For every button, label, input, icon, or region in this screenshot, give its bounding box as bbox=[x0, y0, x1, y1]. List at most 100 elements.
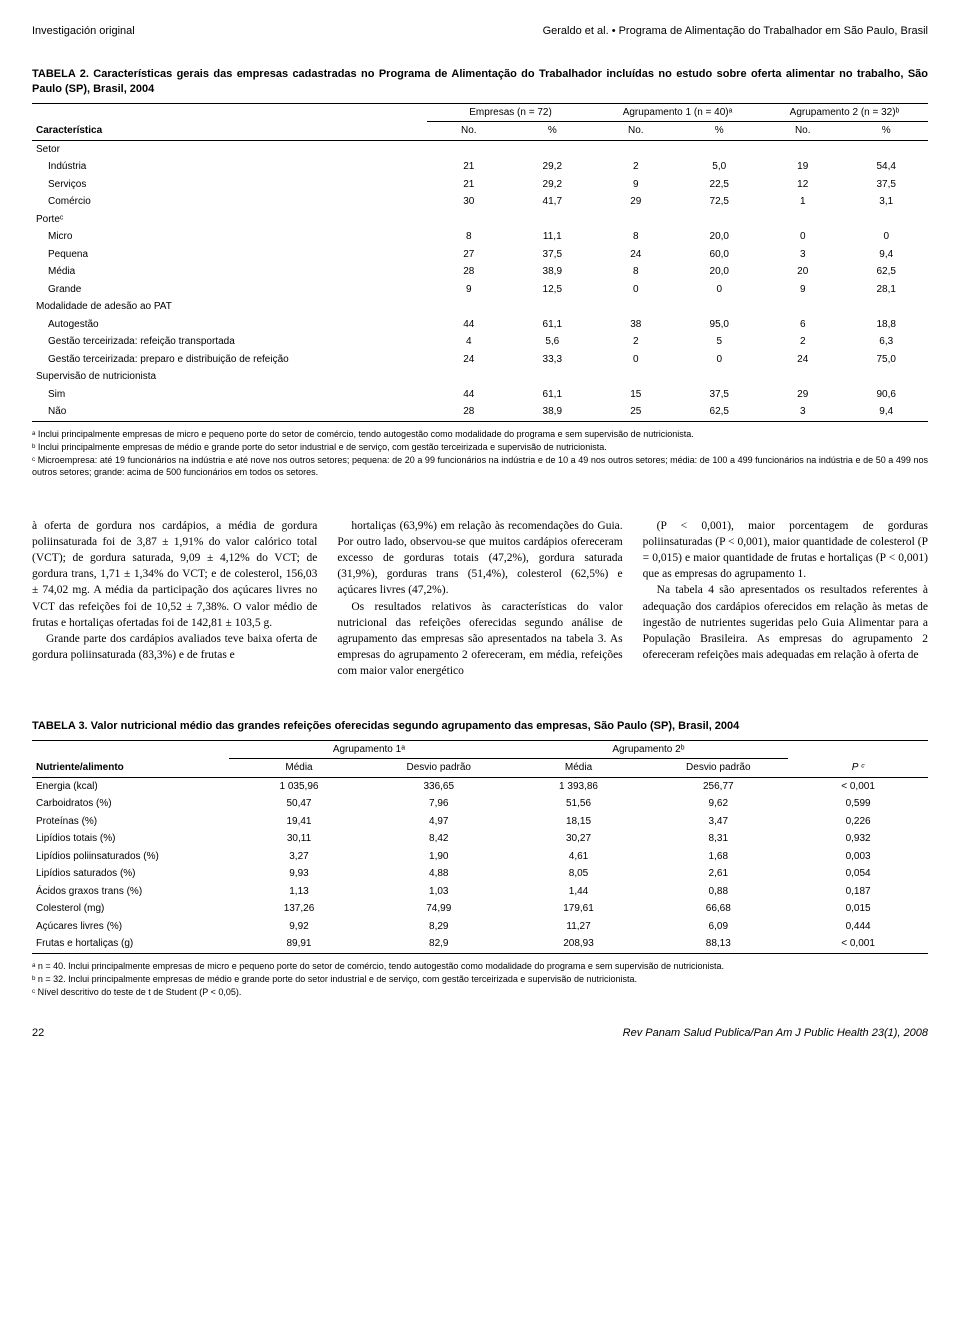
t2-sub-2: No. bbox=[594, 122, 677, 141]
t3-cell: 1 393,86 bbox=[509, 777, 649, 795]
t2-cell: 11,1 bbox=[511, 228, 594, 246]
t3-cell: 0,599 bbox=[788, 795, 928, 813]
t3-cell: 1,68 bbox=[648, 848, 788, 866]
t2-cell: 44 bbox=[427, 316, 510, 334]
t3-cell: 208,93 bbox=[509, 935, 649, 953]
t3-cell: 18,15 bbox=[509, 813, 649, 831]
t3-rowhead: Nutriente/alimento bbox=[32, 759, 229, 778]
t2-cell: 62,5 bbox=[678, 403, 761, 421]
t2-cell: 28 bbox=[427, 403, 510, 421]
t2-cell: 0 bbox=[678, 281, 761, 299]
t3-cell: 82,9 bbox=[369, 935, 509, 953]
t2-row-label: Grande bbox=[32, 281, 427, 299]
t2-row-label: Serviços bbox=[32, 176, 427, 194]
table-row: Colesterol (mg)137,2674,99179,6166,680,0… bbox=[32, 900, 928, 918]
t2-cell: 60,0 bbox=[678, 246, 761, 264]
t3-cell: 256,77 bbox=[648, 777, 788, 795]
t3-cell: 9,62 bbox=[648, 795, 788, 813]
t2-cell: 5,6 bbox=[511, 333, 594, 351]
t3-cell: 0,187 bbox=[788, 883, 928, 901]
t2-cell: 75,0 bbox=[844, 351, 928, 369]
body-p1: à oferta de gordura nos cardápios, a méd… bbox=[32, 518, 317, 631]
t3-cell: 3,47 bbox=[648, 813, 788, 831]
t3-cell: 0,88 bbox=[648, 883, 788, 901]
t2-row-label: Autogestão bbox=[32, 316, 427, 334]
t2-group-0: Empresas (n = 72) bbox=[427, 103, 594, 122]
t3-cell: 1,90 bbox=[369, 848, 509, 866]
t3-row-label: Lipídios totais (%) bbox=[32, 830, 229, 848]
t3-cell: 89,91 bbox=[229, 935, 369, 953]
t2-cell: 4 bbox=[427, 333, 510, 351]
t3-cell: 336,65 bbox=[369, 777, 509, 795]
t3-cell: 9,92 bbox=[229, 918, 369, 936]
page-footer: 22 Rev Panam Salud Publica/Pan Am J Publ… bbox=[32, 1026, 928, 1041]
t2-cell: 9 bbox=[594, 176, 677, 194]
table-row: Açúcares livres (%)9,928,2911,276,090,44… bbox=[32, 918, 928, 936]
t3-p-head: P ᶜ bbox=[788, 759, 928, 778]
t3-cell: 137,26 bbox=[229, 900, 369, 918]
t2-cell: 0 bbox=[844, 228, 928, 246]
t3-cell: 2,61 bbox=[648, 865, 788, 883]
t2-cell: 24 bbox=[594, 246, 677, 264]
body-p2: Grande parte dos cardápios avaliados tev… bbox=[32, 631, 317, 663]
t3-cell: 0,003 bbox=[788, 848, 928, 866]
table-row: Ácidos graxos trans (%)1,131,031,440,880… bbox=[32, 883, 928, 901]
t3-cell: 8,29 bbox=[369, 918, 509, 936]
t2-cell: 37,5 bbox=[678, 386, 761, 404]
t2-cell: 19 bbox=[761, 158, 844, 176]
t3-cell: 8,31 bbox=[648, 830, 788, 848]
t3-cell: 179,61 bbox=[509, 900, 649, 918]
t2-cell: 6,3 bbox=[844, 333, 928, 351]
t2-cell: 29,2 bbox=[511, 158, 594, 176]
t3-cell: 1,13 bbox=[229, 883, 369, 901]
body-p3: hortaliças (63,9%) em relação às recomen… bbox=[337, 518, 622, 598]
body-p4: Os resultados relativos às característic… bbox=[337, 599, 622, 679]
footer-journal: Rev Panam Salud Publica/Pan Am J Public … bbox=[623, 1026, 928, 1041]
t2-cell: 12,5 bbox=[511, 281, 594, 299]
t3-cell: 3,27 bbox=[229, 848, 369, 866]
table-row: Energia (kcal)1 035,96336,651 393,86256,… bbox=[32, 777, 928, 795]
table-row: Frutas e hortaliças (g)89,9182,9208,9388… bbox=[32, 935, 928, 953]
table-row: Lipídios saturados (%)9,934,888,052,610,… bbox=[32, 865, 928, 883]
body-p6: Na tabela 4 são apresentados os resultad… bbox=[643, 582, 928, 662]
t2-cell: 2 bbox=[594, 333, 677, 351]
t3-row-label: Lipídios poliinsaturados (%) bbox=[32, 848, 229, 866]
t2-row-label: Média bbox=[32, 263, 427, 281]
t2-cell: 24 bbox=[427, 351, 510, 369]
t2-cell: 22,5 bbox=[678, 176, 761, 194]
table-row: Serviços2129,2922,51237,5 bbox=[32, 176, 928, 194]
t2-cell: 5 bbox=[678, 333, 761, 351]
t2-cell: 38,9 bbox=[511, 263, 594, 281]
t2-cell: 29,2 bbox=[511, 176, 594, 194]
t2-cell: 3 bbox=[761, 246, 844, 264]
t3-sub-2: Média bbox=[509, 759, 649, 778]
t3-group-0: Agrupamento 1ᵃ bbox=[229, 740, 509, 759]
t3-row-label: Lipídios saturados (%) bbox=[32, 865, 229, 883]
t2-row-label: Indústria bbox=[32, 158, 427, 176]
t3-cell: 1 035,96 bbox=[229, 777, 369, 795]
t2-section-label: Modalidade de adesão ao PAT bbox=[32, 298, 928, 316]
table-row: Lipídios poliinsaturados (%)3,271,904,61… bbox=[32, 848, 928, 866]
t2-cell: 0 bbox=[761, 228, 844, 246]
t3-cell: 51,56 bbox=[509, 795, 649, 813]
t2-group-1: Agrupamento 1 (n = 40)ᵃ bbox=[594, 103, 761, 122]
t3-cell: 11,27 bbox=[509, 918, 649, 936]
t2-cell: 5,0 bbox=[678, 158, 761, 176]
t3-row-label: Energia (kcal) bbox=[32, 777, 229, 795]
t3-group-1: Agrupamento 2ᵇ bbox=[509, 740, 789, 759]
t2-cell: 25 bbox=[594, 403, 677, 421]
t3-cell: 8,05 bbox=[509, 865, 649, 883]
table-row: Sim4461,11537,52990,6 bbox=[32, 386, 928, 404]
t3-cell: 7,96 bbox=[369, 795, 509, 813]
table2-footnotes: ᵃ Inclui principalmente empresas de micr… bbox=[32, 428, 928, 479]
footnote: ᶜ Microempresa: até 19 funcionários na i… bbox=[32, 454, 928, 478]
t2-cell: 21 bbox=[427, 176, 510, 194]
table-row: Gestão terceirizada: refeição transporta… bbox=[32, 333, 928, 351]
t3-sub-0: Média bbox=[229, 759, 369, 778]
t2-cell: 2 bbox=[761, 333, 844, 351]
t2-cell: 8 bbox=[594, 263, 677, 281]
page-header: Investigación original Geraldo et al. • … bbox=[32, 24, 928, 39]
t2-cell: 27 bbox=[427, 246, 510, 264]
t2-row-label: Gestão terceirizada: refeição transporta… bbox=[32, 333, 427, 351]
table-row: Indústria2129,225,01954,4 bbox=[32, 158, 928, 176]
